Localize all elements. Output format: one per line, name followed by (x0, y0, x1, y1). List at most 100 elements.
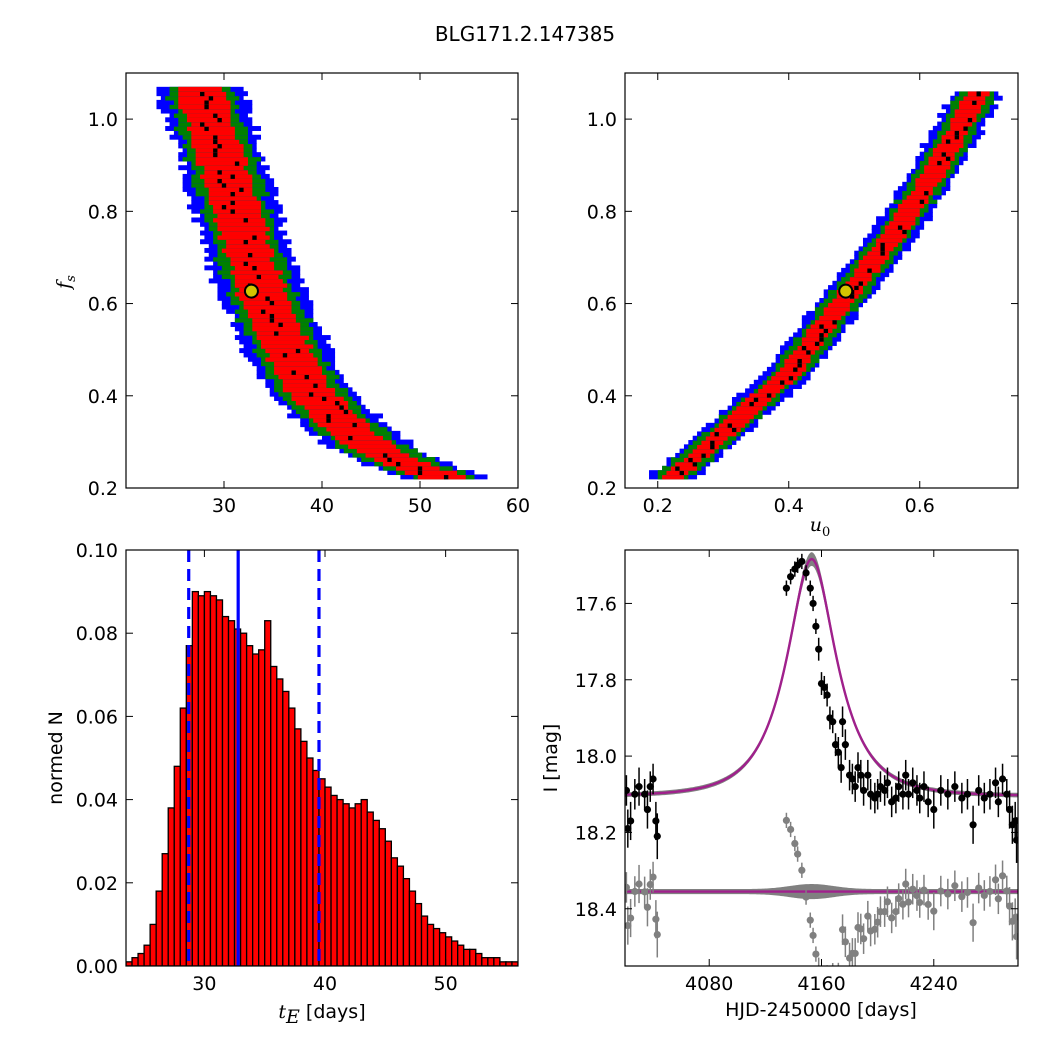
mcmc-sample-cell (793, 366, 798, 372)
posterior-band-inner (208, 191, 253, 197)
posterior-band-inner (195, 160, 248, 166)
posterior-band-inner (330, 430, 375, 436)
posterior-band-inner (208, 186, 253, 192)
posterior-band-inner (217, 234, 270, 240)
y-tick-label: 0.04 (76, 790, 118, 812)
posterior-band-inner (313, 417, 366, 423)
mcmc-sample-cell (858, 280, 863, 286)
posterior-band-inner (234, 282, 288, 288)
posterior-band-inner (954, 108, 981, 114)
histogram-bar (197, 595, 206, 966)
data-point (625, 786, 631, 795)
posterior-band-inner (191, 130, 235, 136)
posterior-band-inner (213, 208, 262, 214)
posterior-band-inner (858, 259, 885, 265)
mcmc-sample-cell (213, 147, 218, 153)
mcmc-sample-cell (801, 345, 807, 351)
data-point (829, 718, 837, 726)
posterior-band-inner (697, 444, 719, 450)
posterior-band-inner (278, 374, 327, 380)
data-point (831, 741, 840, 749)
posterior-band-inner (762, 384, 785, 389)
y-tick-label: 18.0 (575, 746, 617, 768)
residual-point (625, 922, 632, 930)
posterior-band-inner (213, 204, 262, 210)
residual-point (899, 900, 907, 908)
mcmc-sample-cell (688, 457, 693, 463)
posterior-band-inner (256, 335, 309, 341)
posterior-band-inner (239, 287, 283, 293)
mcmc-sample-cell (322, 396, 327, 401)
mcmc-sample-cell (937, 160, 942, 166)
posterior-band-inner (915, 186, 933, 192)
posterior-band-inner (261, 343, 314, 349)
residual-point (951, 882, 959, 890)
mcmc-sample-cell (941, 151, 946, 157)
mcmc-sample-cell (701, 452, 706, 458)
histogram-bar (366, 811, 374, 966)
mcmc-sample-cell (348, 435, 353, 441)
posterior-band-inner (683, 457, 702, 463)
posterior-band-inner (937, 143, 964, 148)
histogram-bar (179, 707, 187, 966)
posterior-band-inner (941, 138, 964, 144)
mcmc-sample-cell (265, 295, 270, 301)
posterior-band-inner (858, 263, 881, 269)
mcmc-sample-cell (382, 452, 388, 458)
mcmc-sample-cell (819, 332, 824, 338)
posterior-band-inner (876, 237, 903, 243)
histogram-bar (245, 645, 254, 966)
residual-point (791, 839, 799, 848)
posterior-band-inner (692, 448, 715, 454)
histogram-bar (499, 961, 507, 966)
x-axis-label: u0 (810, 514, 831, 540)
posterior-band-inner (710, 431, 737, 437)
posterior-band-inner (239, 295, 288, 301)
posterior-band-inner (902, 199, 929, 204)
mcmc-sample-cell (204, 126, 209, 131)
data-point (802, 569, 810, 577)
mcmc-sample-cell (710, 444, 715, 450)
residual-point (841, 938, 849, 946)
posterior-band-inner (893, 211, 920, 217)
residual-point (980, 891, 988, 900)
data-point (625, 825, 632, 833)
residual-point (851, 949, 859, 958)
posterior-band-inner (186, 126, 235, 131)
histogram-bar (191, 590, 200, 966)
data-point (854, 763, 862, 772)
posterior-band-inner (243, 304, 292, 310)
histogram-bar (348, 807, 356, 966)
x-tick-label: 0.6 (905, 495, 935, 517)
posterior-band-inner (252, 322, 301, 327)
residual-point (909, 885, 917, 893)
posterior-band-inner (758, 388, 781, 394)
data-point (812, 622, 820, 630)
posterior-band-inner (374, 457, 418, 462)
histogram-bar (493, 957, 501, 966)
mcmc-sample-cell (749, 401, 754, 407)
histogram-bar (336, 798, 344, 966)
posterior-band-inner (195, 156, 248, 162)
posterior-band-inner (200, 173, 253, 179)
posterior-band-inner (213, 217, 266, 223)
mcmc-sample-cell (326, 417, 331, 423)
residual-point (857, 925, 865, 933)
posterior-band-inner (950, 117, 977, 123)
x-tick-label: 40 (310, 495, 334, 517)
posterior-band-inner (963, 95, 986, 101)
posterior-band-inner (784, 362, 807, 368)
data-point (806, 584, 814, 592)
posterior-band-inner (801, 336, 824, 342)
data-point (975, 786, 983, 795)
mcmc-sample-cell (780, 379, 785, 385)
mcmc-sample-cell (213, 139, 218, 145)
residual-point (625, 883, 631, 891)
residual-point (916, 898, 924, 907)
residual-point (881, 908, 889, 916)
posterior-band-inner (814, 319, 837, 325)
y-tick-label: 0.4 (88, 386, 118, 408)
x-axis-label-subscript: 0 (822, 525, 830, 540)
y-tick-label: 1.0 (88, 109, 118, 131)
posterior-band-inner (230, 256, 270, 262)
